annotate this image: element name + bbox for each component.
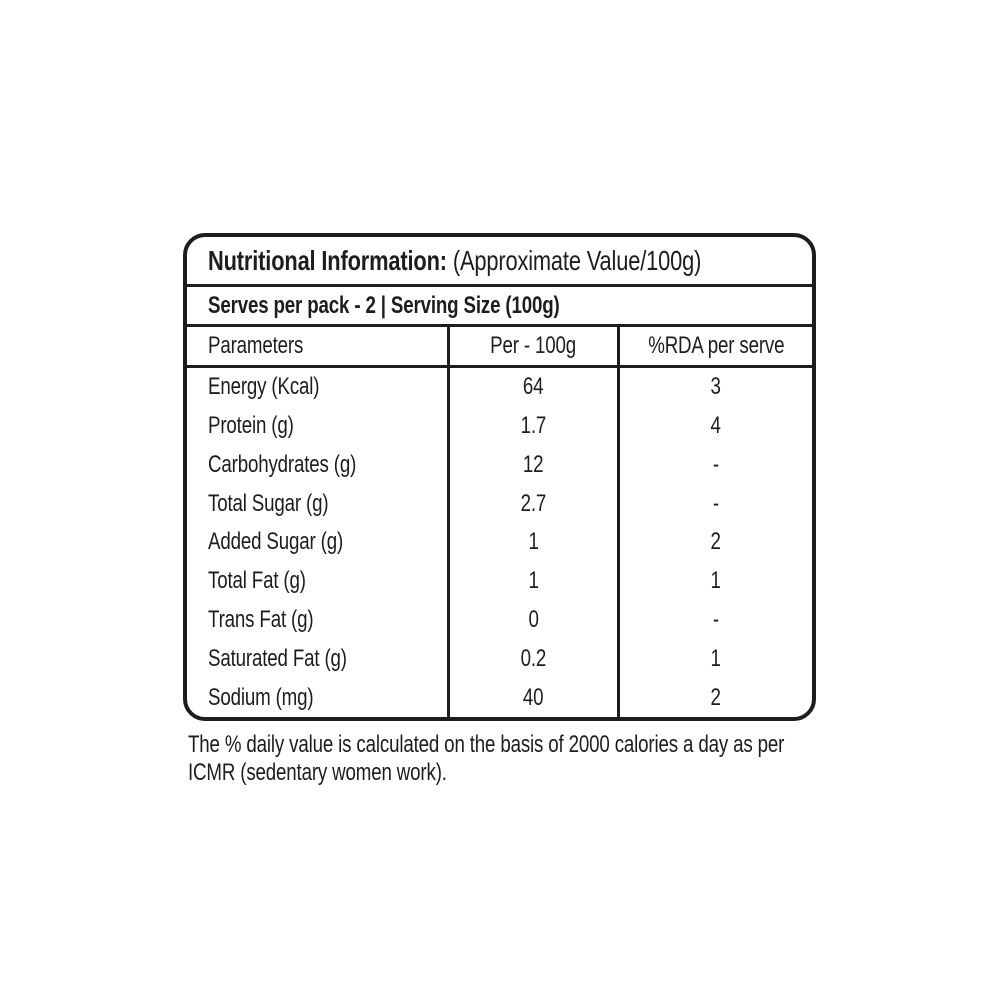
column-header-rda-per-serve: %RDA per serve xyxy=(617,327,812,368)
column-header-per-100g: Per - 100g xyxy=(447,327,617,368)
panel-title-heading: Nutritional Information: xyxy=(208,244,447,276)
nutrition-facts-panel: Nutritional Information: (Approximate Va… xyxy=(183,233,816,721)
parameter-name-cell: Added Sugar (g) xyxy=(208,528,344,556)
parameter-name-cell: Carbohydrates (g) xyxy=(208,450,357,478)
rda-value-cell: - xyxy=(617,600,812,640)
panel-title-row: Nutritional Information: (Approximate Va… xyxy=(187,237,812,287)
rda-value-cell: 2 xyxy=(617,678,812,717)
serves-info-text: Serves per pack - 2 | Serving Size (100g… xyxy=(208,291,560,319)
per-100g-value-cell: 1 xyxy=(447,561,617,601)
serves-info-row: Serves per pack - 2 | Serving Size (100g… xyxy=(187,287,812,327)
rda-value-cell: 2 xyxy=(617,523,812,562)
parameter-name-cell: Saturated Fat (g) xyxy=(208,644,347,672)
parameter-name-cell: Total Fat (g) xyxy=(208,567,306,595)
footnote-line-2: ICMR (sedentary women work). xyxy=(188,759,447,786)
parameter-name-cell: Energy (Kcal) xyxy=(208,373,320,401)
parameter-name-cell: Protein (g) xyxy=(208,412,294,440)
panel-title: Nutritional Information: (Approximate Va… xyxy=(208,245,701,277)
column-header-parameters: Parameters xyxy=(187,327,447,368)
per-100g-value-cell: 1 xyxy=(447,523,617,562)
per-100g-value-cell: 40 xyxy=(447,678,617,717)
parameter-name-cell: Sodium (mg) xyxy=(208,683,314,711)
rda-value-cell: 4 xyxy=(617,406,812,446)
parameter-name-cell: Trans Fat (g) xyxy=(208,606,314,634)
per-100g-value-cell: 0.2 xyxy=(447,639,617,679)
per-100g-value-cell: 64 xyxy=(447,368,617,407)
footnote-line-1: The % daily value is calculated on the b… xyxy=(188,731,785,758)
daily-value-footnote: The % daily value is calculated on the b… xyxy=(188,731,952,787)
per-100g-value-cell: 0 xyxy=(447,600,617,640)
rda-value-cell: 3 xyxy=(617,368,812,407)
panel-title-subtext: (Approximate Value/100g) xyxy=(452,244,702,276)
parameter-name-cell: Total Sugar (g) xyxy=(208,489,329,517)
per-100g-value-cell: 12 xyxy=(447,445,617,485)
rda-value-cell: - xyxy=(617,484,812,524)
per-100g-value-cell: 2.7 xyxy=(447,484,617,524)
per-100g-value-cell: 1.7 xyxy=(447,406,617,446)
rda-value-cell: 1 xyxy=(617,561,812,601)
nutrition-table: Parameters Per - 100g %RDA per serve Ene… xyxy=(187,327,812,717)
rda-value-cell: - xyxy=(617,445,812,485)
rda-value-cell: 1 xyxy=(617,639,812,679)
